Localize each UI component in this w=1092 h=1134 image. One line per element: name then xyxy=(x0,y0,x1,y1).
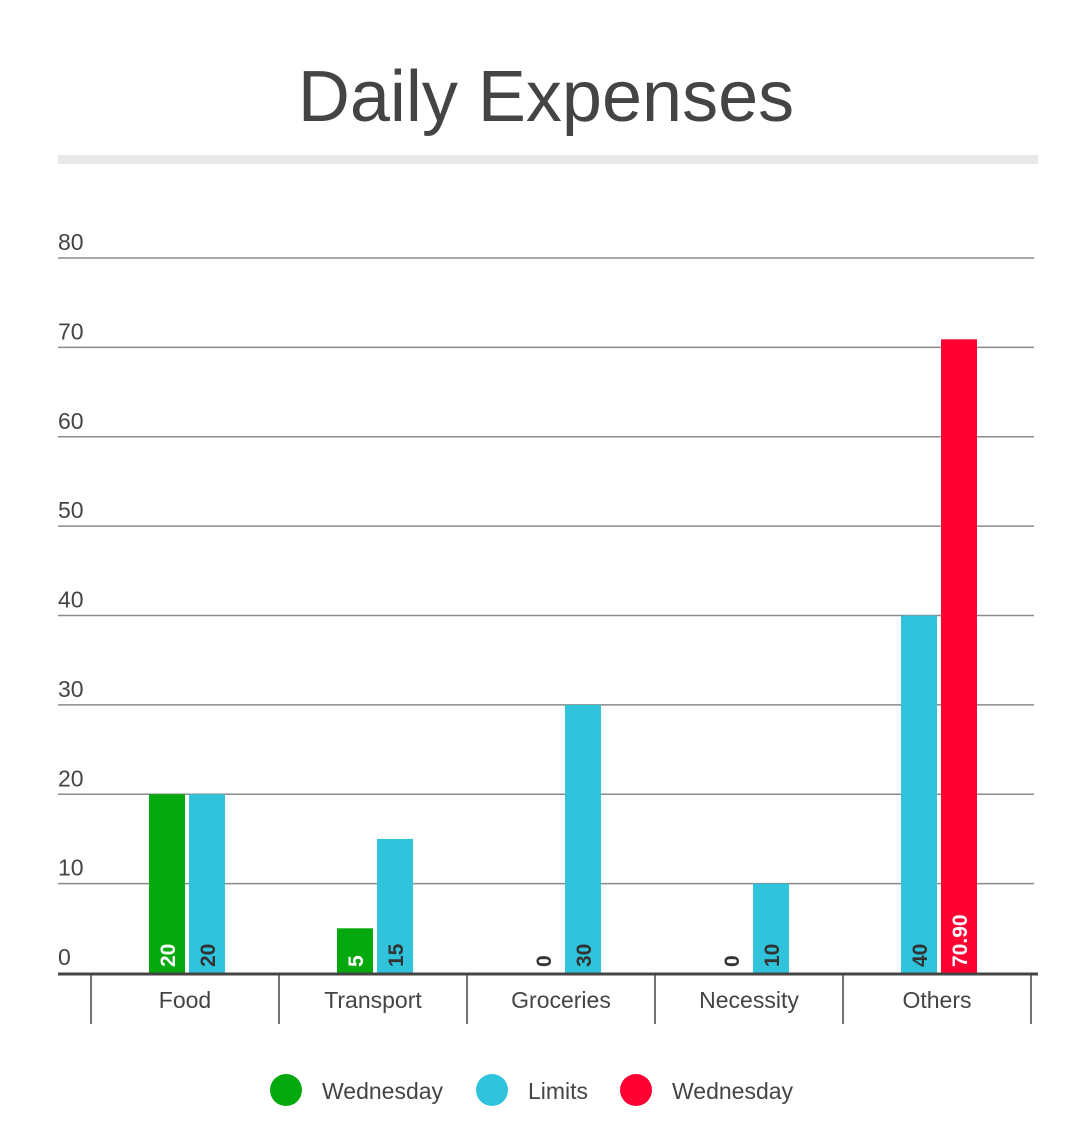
bar-value-label: 0 xyxy=(533,955,556,967)
bar-value-label: 20 xyxy=(157,944,180,967)
bar-value-label: 70.90 xyxy=(949,914,972,967)
x-axis: Food Transport Groceries Necessity Others xyxy=(58,972,1038,1024)
x-category-label: Food xyxy=(159,987,211,1013)
legend-swatch xyxy=(476,1074,508,1106)
bar-value-label: 40 xyxy=(909,944,932,967)
y-tick-label: 30 xyxy=(58,676,84,702)
grid-lines xyxy=(58,257,1034,885)
y-tick-label: 20 xyxy=(58,765,84,791)
title-divider xyxy=(58,155,1038,164)
bar xyxy=(901,615,937,973)
chart-title: Daily Expenses xyxy=(297,57,795,137)
y-tick-label: 70 xyxy=(58,318,84,344)
bar xyxy=(377,838,413,973)
bar xyxy=(337,928,373,973)
bar-value-label: 20 xyxy=(197,944,220,967)
y-tick-label: 10 xyxy=(58,855,84,881)
y-tick-label: 0 xyxy=(58,944,71,970)
x-category-label: Transport xyxy=(324,987,422,1013)
legend-swatch xyxy=(270,1074,302,1106)
bar xyxy=(565,704,601,973)
y-axis-ticks: 0 10 20 30 40 50 60 70 80 xyxy=(58,229,84,970)
bar-value-label: 5 xyxy=(345,955,368,967)
bar xyxy=(753,883,789,973)
legend: Wednesday Limits Wednesday xyxy=(270,1074,794,1106)
legend-label: Limits xyxy=(528,1078,588,1104)
legend-label: Wednesday xyxy=(322,1078,444,1104)
bar xyxy=(941,339,977,973)
bar xyxy=(189,794,225,973)
bar-value-label: 15 xyxy=(385,943,408,967)
y-tick-label: 50 xyxy=(58,497,84,523)
x-category-label: Groceries xyxy=(511,987,611,1013)
y-tick-label: 80 xyxy=(58,229,84,255)
bar-value-label: 0 xyxy=(721,955,744,967)
bar xyxy=(149,794,185,973)
bar-value-label: 30 xyxy=(573,944,596,967)
legend-swatch xyxy=(620,1074,652,1106)
y-tick-label: 60 xyxy=(58,408,84,434)
x-category-label: Necessity xyxy=(699,987,799,1013)
y-tick-label: 40 xyxy=(58,587,84,613)
bar-value-label: 10 xyxy=(761,944,784,967)
x-category-label: Others xyxy=(902,987,971,1013)
bars: 20 20 5 15 0 30 0 10 40 70.90 xyxy=(149,339,977,973)
legend-label: Wednesday xyxy=(672,1078,794,1104)
